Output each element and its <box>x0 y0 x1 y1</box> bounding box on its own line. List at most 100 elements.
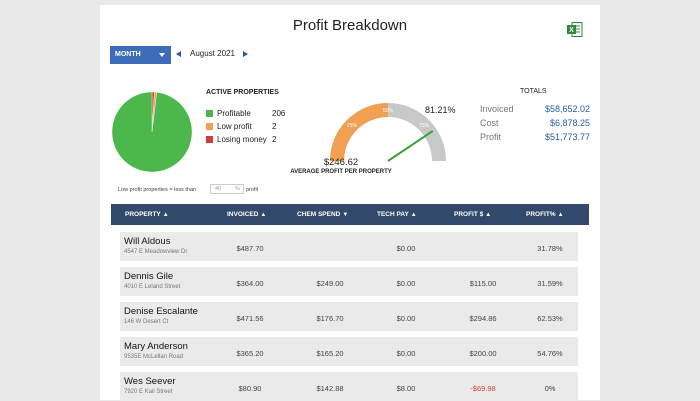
totals-value: $58,652.02 <box>544 104 590 114</box>
page-title: Profit Breakdown <box>292 17 408 34</box>
profit-dollar-cell: $294.86 <box>469 314 497 323</box>
column-header-invoiced[interactable]: INVOICED ▲︎ <box>227 211 267 218</box>
invoiced-cell: $365.20 <box>236 349 264 358</box>
property-name: Will Aldous <box>124 236 171 247</box>
totals-row-cost: Cost $6,878.25 <box>480 118 590 132</box>
active-properties-legend: Profitable 206 Low profit 2 Losing money… <box>206 109 296 148</box>
column-header-profit-dollar[interactable]: PROFIT $ ▲︎ <box>454 211 492 218</box>
low-profit-threshold-value: 40 <box>215 186 222 192</box>
table-row[interactable]: Mary Anderson 9535E McLellan Road $365.2… <box>120 337 578 366</box>
column-header-tech-pay[interactable]: TECH PAY ▲︎ <box>377 211 417 218</box>
legend-item-low-profit: Low profit 2 <box>206 122 296 135</box>
profit-dollar-cell: -$69.98 <box>470 384 496 393</box>
sort-icon: ▲︎ <box>485 212 492 218</box>
invoiced-cell: $364.00 <box>236 279 264 288</box>
invoiced-cell: $471.56 <box>236 314 264 323</box>
sort-icon: ▲︎ <box>410 212 417 218</box>
excel-export-icon[interactable]: X <box>566 21 583 38</box>
property-address: 146 W Desert Ct <box>124 319 169 325</box>
legend-label: Profitable <box>217 109 251 118</box>
tech-pay-cell: $0.00 <box>396 279 416 288</box>
pie-slice-profitable <box>112 91 192 173</box>
property-name: Dennis Gile <box>124 271 174 282</box>
chevron-down-icon <box>159 53 165 57</box>
profit-dollar-cell: $115.00 <box>469 279 497 288</box>
invoiced-cell: $80.90 <box>238 384 262 393</box>
active-properties-title: ACTIVE PROPERTIES <box>206 89 279 96</box>
legend-count: 2 <box>272 122 277 131</box>
totals-label: Cost <box>480 118 499 128</box>
average-profit-gauge: 25% 50% 75% <box>330 103 446 162</box>
legend-swatch <box>206 110 213 117</box>
tech-pay-cell: $0.00 <box>396 349 416 358</box>
profit-percent-cell: 54.76% <box>537 349 563 358</box>
profit-percent-cell: 31.59% <box>537 279 563 288</box>
sort-icon: ▲︎ <box>162 212 169 218</box>
percent-unit: % <box>235 186 240 192</box>
legend-swatch <box>206 136 213 143</box>
sort-desc-icon: ▼︎ <box>342 212 349 218</box>
table-row[interactable]: Denise Escalante 146 W Desert Ct $471.56… <box>120 302 578 331</box>
chem-spend-cell: $142.88 <box>316 384 344 393</box>
property-name: Denise Escalante <box>124 306 198 317</box>
legend-swatch <box>206 123 213 130</box>
legend-count: 2 <box>272 135 277 144</box>
profit-percent-cell: 0% <box>544 384 556 393</box>
gauge-low-segment <box>330 103 389 162</box>
invoiced-cell: $487.70 <box>236 244 264 253</box>
table-header: PROPERTY ▲︎ INVOICED ▲︎ CHEM SPEND ▼︎ TECH … <box>111 204 589 225</box>
totals-row-invoiced: Invoiced $58,652.02 <box>480 104 590 118</box>
sort-icon: ▲︎ <box>557 212 564 218</box>
low-profit-threshold-input[interactable]: 40 % <box>210 184 244 194</box>
current-month-label: August 2021 <box>190 49 235 58</box>
chem-spend-cell: $176.70 <box>316 314 344 323</box>
column-header-chem-spend[interactable]: CHEM SPEND ▼︎ <box>297 211 349 218</box>
totals-label: Invoiced <box>480 104 514 114</box>
low-profit-note: Low profit properties = less than <box>118 187 197 193</box>
gauge-tick-label: 50% <box>383 108 394 114</box>
legend-item-losing-money: Losing money 2 <box>206 135 296 148</box>
totals-panel: Invoiced $58,652.02 Cost $6,878.25 Profi… <box>480 104 590 146</box>
table-row[interactable]: Dennis Gile 4010 E Leland Street $364.00… <box>120 267 578 296</box>
gauge-tick-label: 25% <box>347 123 358 129</box>
svg-text:X: X <box>569 27 574 34</box>
chem-spend-cell: $249.00 <box>316 279 344 288</box>
totals-value: $51,773.77 <box>544 132 590 142</box>
average-profit-value: $246.62 <box>323 157 359 168</box>
property-address: 9535E McLellan Road <box>124 354 184 360</box>
period-select[interactable]: MONTH <box>110 46 171 64</box>
profit-breakdown-card: Profit Breakdown X MONTH August 2021 ACT… <box>100 5 600 401</box>
legend-label: Low profit <box>217 122 252 131</box>
column-header-property[interactable]: PROPERTY ▲︎ <box>125 211 169 218</box>
average-profit-caption: AVERAGE PROFIT PER PROPERTY <box>290 169 392 175</box>
active-properties-pie-chart <box>112 91 192 173</box>
totals-label: Profit <box>480 132 502 142</box>
profit-percent-cell: 31.78% <box>537 244 563 253</box>
legend-count: 206 <box>272 109 286 118</box>
gauge-tick-label: 75% <box>419 123 430 129</box>
property-name: Mary Anderson <box>124 341 188 352</box>
totals-value: $6,878.25 <box>549 118 590 128</box>
sort-icon: ▲︎ <box>260 212 267 218</box>
previous-month-arrow-icon[interactable] <box>176 51 181 57</box>
property-address: 7920 E Kail Street <box>124 389 173 395</box>
next-month-arrow-icon[interactable] <box>243 51 248 57</box>
gauge-percent-value: 81.21% <box>425 105 456 115</box>
property-address: 4010 E Leland Street <box>124 284 181 290</box>
legend-label: Losing money <box>217 135 267 144</box>
tech-pay-cell: $0.00 <box>396 314 416 323</box>
totals-title: TOTALS <box>520 88 547 95</box>
legend-item-profitable: Profitable 206 <box>206 109 296 122</box>
tech-pay-cell: $8.00 <box>396 384 416 393</box>
property-name: Wes Seever <box>124 376 176 387</box>
chem-spend-cell: $165.20 <box>316 349 344 358</box>
table-row[interactable]: Will Aldous 4547 E Meadowview Dr $487.70… <box>120 232 578 261</box>
tech-pay-cell: $0.00 <box>396 244 416 253</box>
totals-row-profit: Profit $51,773.77 <box>480 132 590 146</box>
gauge-needle <box>387 130 434 162</box>
profit-percent-cell: 62.53% <box>537 314 563 323</box>
table-row[interactable]: Wes Seever 7920 E Kail Street $80.90 $14… <box>120 372 578 401</box>
profit-dollar-cell: $200.00 <box>469 349 497 358</box>
column-header-profit-percent[interactable]: PROFIT% ▲︎ <box>526 211 564 218</box>
period-select-label: MONTH <box>115 51 141 58</box>
